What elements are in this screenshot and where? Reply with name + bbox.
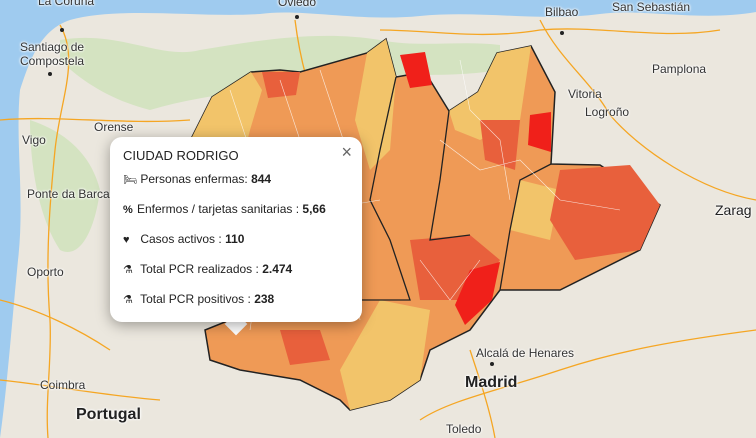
region-high — [280, 330, 330, 365]
city-label: Orense — [94, 120, 134, 134]
popup-title: CIUDAD RODRIGO — [123, 148, 239, 163]
region-max — [528, 112, 551, 152]
city-label: San Sebastián — [612, 0, 691, 14]
row-label: Casos activos : — [140, 232, 222, 246]
popup-row-enfermos-tarjetas: % Enfermos / tarjetas sanitarias : 5,66 — [123, 202, 326, 216]
city-label: Pamplona — [652, 62, 707, 76]
info-popup: CIUDAD RODRIGO × 🛏 Personas enfermas: 84… — [110, 137, 362, 322]
city-label: Santiago de — [20, 40, 85, 54]
city-label: Coimbra — [40, 378, 86, 392]
city-label: Ponte da Barca — [27, 187, 110, 201]
row-value: 110 — [225, 232, 245, 246]
row-value: 238 — [254, 292, 275, 306]
popup-row-pcr-realizados: ⚗ Total PCR realizados : 2.474 — [123, 262, 292, 276]
row-label: Enfermos / tarjetas sanitarias : — [137, 202, 300, 216]
region-max — [400, 52, 432, 88]
city-dot — [560, 31, 564, 35]
region-low — [355, 39, 396, 170]
city-label: Madrid — [465, 374, 518, 391]
region-low — [449, 46, 531, 140]
region-high — [480, 120, 520, 170]
popup-row-personas-enfermas: 🛏 Personas enfermas: 844 — [123, 172, 271, 186]
city-label: Zarag — [715, 202, 752, 218]
close-icon[interactable]: × — [341, 142, 352, 162]
city-label: Oviedo — [278, 0, 317, 9]
region-low — [510, 180, 560, 240]
popup-row-pcr-positivos: ⚗ Total PCR positivos : 238 — [123, 292, 274, 306]
flask-icon: ⚗ — [123, 264, 133, 276]
region-low — [340, 300, 430, 410]
city-dot — [295, 15, 299, 19]
city-dot — [60, 28, 64, 32]
city-dot — [48, 72, 52, 76]
region-high — [262, 72, 300, 98]
city-label: Alcalá de Henares — [476, 346, 575, 360]
row-label: Total PCR positivos : — [140, 292, 251, 306]
row-value: 844 — [251, 172, 272, 186]
city-label: Bilbao — [545, 5, 579, 19]
city-label: La Coruña — [38, 0, 95, 8]
city-label: Vigo — [22, 133, 46, 147]
region-high — [550, 165, 660, 260]
city-label: Vitoria — [568, 87, 602, 101]
row-label: Personas enfermas: — [140, 172, 248, 186]
region-max — [455, 262, 500, 325]
city-label: Logroño — [585, 105, 630, 119]
percent-icon: % — [123, 204, 133, 216]
forest-area — [30, 120, 100, 252]
row-value: 5,66 — [302, 202, 326, 216]
city-label: Portugal — [76, 406, 141, 423]
bed-icon: 🛏 — [123, 174, 137, 186]
popup-row-casos-activos: ♥ Casos activos : 110 — [123, 232, 244, 246]
heartbeat-icon: ♥ — [123, 234, 130, 246]
city-label: Toledo — [446, 422, 482, 436]
row-value: 2.474 — [262, 262, 293, 276]
roads — [0, 19, 756, 438]
city-label: Compostela — [20, 54, 85, 68]
city-dot — [490, 362, 494, 366]
city-label: Oporto — [27, 265, 64, 279]
row-label: Total PCR realizados : — [140, 262, 259, 276]
flask-icon: ⚗ — [123, 294, 133, 306]
